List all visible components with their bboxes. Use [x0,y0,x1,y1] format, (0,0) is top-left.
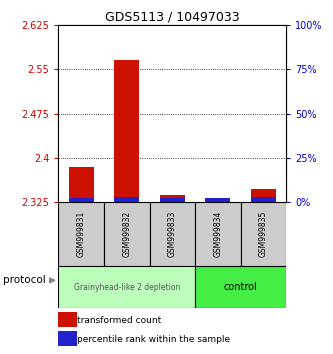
Bar [58,266,195,308]
Bar [58,312,77,327]
Bar [58,331,77,346]
Bar [69,167,94,202]
Bar [251,189,276,202]
Bar [58,202,104,266]
Bar [241,202,286,266]
Bar [114,60,139,202]
Bar [205,198,230,202]
Bar [114,197,139,202]
Text: protocol: protocol [3,275,46,285]
Bar [160,198,185,202]
Bar [69,198,94,202]
Text: GSM999835: GSM999835 [259,211,268,257]
Bar [195,266,286,308]
Text: transformed count: transformed count [77,315,161,325]
Text: percentile rank within the sample: percentile rank within the sample [77,335,230,343]
Text: GSM999833: GSM999833 [168,211,177,257]
Bar [205,201,230,202]
Title: GDS5113 / 10497033: GDS5113 / 10497033 [105,11,240,24]
Bar [150,202,195,266]
Text: GSM999832: GSM999832 [122,211,131,257]
Bar [104,202,150,266]
Text: GSM999834: GSM999834 [213,211,222,257]
Bar [195,202,241,266]
Text: control: control [224,282,258,292]
Bar [251,196,276,202]
Text: GSM999831: GSM999831 [77,211,86,257]
Text: Grainyhead-like 2 depletion: Grainyhead-like 2 depletion [74,282,180,291]
Bar [160,195,185,202]
